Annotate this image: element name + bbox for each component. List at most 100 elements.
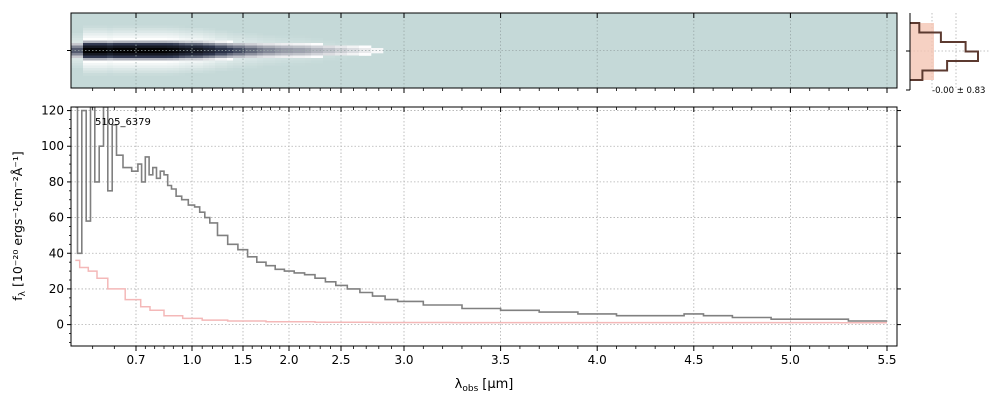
heatmap-cell	[125, 25, 132, 29]
heatmap-cell	[119, 33, 126, 36]
heatmap-cell	[107, 45, 114, 49]
heatmap-cell	[77, 55, 84, 59]
heatmap-cell	[179, 38, 186, 41]
heatmap-cell	[77, 33, 84, 36]
heatmap-cell	[101, 25, 108, 29]
heatmap-cell	[215, 68, 222, 71]
heatmap-cell	[245, 48, 252, 51]
heatmap-cell	[275, 50, 282, 54]
heatmap-cell	[203, 68, 210, 71]
heatmap-cell	[317, 53, 324, 56]
heatmap-cell	[161, 53, 168, 56]
heatmap-cell	[125, 30, 132, 34]
heatmap-cell	[233, 33, 240, 36]
heatmap-cell	[365, 53, 372, 56]
heatmap-cell	[311, 40, 318, 44]
heatmap-cell	[155, 33, 162, 36]
heatmap-cell	[209, 45, 216, 49]
heatmap-cell	[173, 30, 180, 34]
heatmap-cell	[149, 53, 156, 56]
heatmap-cell	[323, 45, 330, 49]
heatmap-cell	[263, 63, 270, 66]
heatmap-cell	[107, 25, 114, 29]
heatmap-cell	[185, 48, 192, 51]
heatmap-cell	[185, 45, 192, 49]
heatmap-cell	[143, 60, 150, 64]
heatmap-cell	[89, 65, 96, 69]
heatmap-cell	[137, 25, 144, 29]
heatmap-cell	[191, 55, 198, 59]
heatmap-cell	[101, 55, 108, 59]
heatmap-cell	[71, 60, 78, 64]
x-tick-label: 2.5	[331, 353, 350, 367]
heatmap-cell	[281, 63, 288, 66]
heatmap-cell	[89, 25, 96, 29]
heatmap-cell	[107, 50, 114, 54]
heatmap-cell	[149, 43, 156, 46]
heatmap-cell	[77, 40, 84, 44]
heatmap-cell	[179, 28, 186, 31]
spectrum-1d-panel: 0.7 1.0 1.5 2.0 2.5 3.0 3.5 4.0 4.5 5.0 5.5 0 20 40 6…	[10, 104, 901, 394]
heatmap-cell	[113, 60, 120, 64]
error-spectrum-line	[75, 259, 887, 324]
heatmap-cell	[209, 38, 216, 41]
heatmap-cell	[95, 70, 102, 74]
heatmap-cell	[113, 50, 120, 54]
heatmap-cell	[191, 40, 198, 44]
heatmap-cell	[221, 58, 228, 61]
heatmap-cell	[185, 35, 192, 39]
heatmap-cell	[317, 43, 324, 46]
heatmap-cell	[239, 55, 246, 59]
heatmap-cell	[107, 33, 114, 36]
heatmap-cell	[161, 73, 168, 76]
heatmap-cell	[173, 70, 180, 74]
heatmap-cell	[107, 43, 114, 46]
heatmap-cell	[221, 45, 228, 49]
heatmap-cell	[299, 43, 306, 46]
heatmap-cell	[83, 60, 90, 64]
heatmap-cell	[203, 55, 210, 59]
heatmap-cell	[293, 58, 300, 61]
heatmap-cell	[113, 28, 120, 31]
heatmap-cell	[143, 40, 150, 44]
heatmap-cell	[353, 53, 360, 56]
heatmap-cell	[269, 55, 276, 59]
heatmap-cell	[323, 58, 330, 61]
heatmap-cell	[131, 70, 138, 74]
heatmap-cell	[149, 68, 156, 71]
heatmap-cell	[167, 60, 174, 64]
heatmap-cell	[257, 38, 264, 41]
heatmap-cell	[107, 55, 114, 59]
heatmap-cell	[233, 55, 240, 59]
heatmap-cell	[113, 30, 120, 34]
heatmap-cell	[167, 25, 174, 29]
heatmap-cell	[149, 40, 156, 44]
heatmap-cell	[83, 25, 90, 29]
heatmap-cell	[125, 50, 132, 54]
heatmap-cell	[191, 60, 198, 64]
heatmap-cell	[161, 30, 168, 34]
heatmap-cell	[275, 48, 282, 51]
heatmap-cell	[131, 65, 138, 69]
heatmap-cell	[155, 68, 162, 71]
heatmap-cell	[161, 70, 168, 74]
heatmap-cell	[143, 53, 150, 56]
heatmap-cell	[323, 60, 330, 64]
heatmap-cell	[125, 63, 132, 66]
heatmap-cell	[83, 50, 90, 54]
heatmap-cell	[71, 33, 78, 36]
heatmap-cell	[173, 60, 180, 64]
x-tick-label: 5.5	[877, 353, 896, 367]
heatmap-cell	[311, 43, 318, 46]
heatmap-cell	[155, 45, 162, 49]
heatmap-cell	[287, 48, 294, 51]
heatmap-cell	[149, 48, 156, 51]
heatmap-cell	[311, 50, 318, 54]
heatmap-cell	[299, 48, 306, 51]
heatmap-cell	[173, 40, 180, 44]
heatmap-cell	[137, 28, 144, 31]
heatmap-cell	[203, 48, 210, 51]
heatmap-cell	[221, 53, 228, 56]
heatmap-cell	[275, 58, 282, 61]
heatmap-cell	[191, 70, 198, 74]
